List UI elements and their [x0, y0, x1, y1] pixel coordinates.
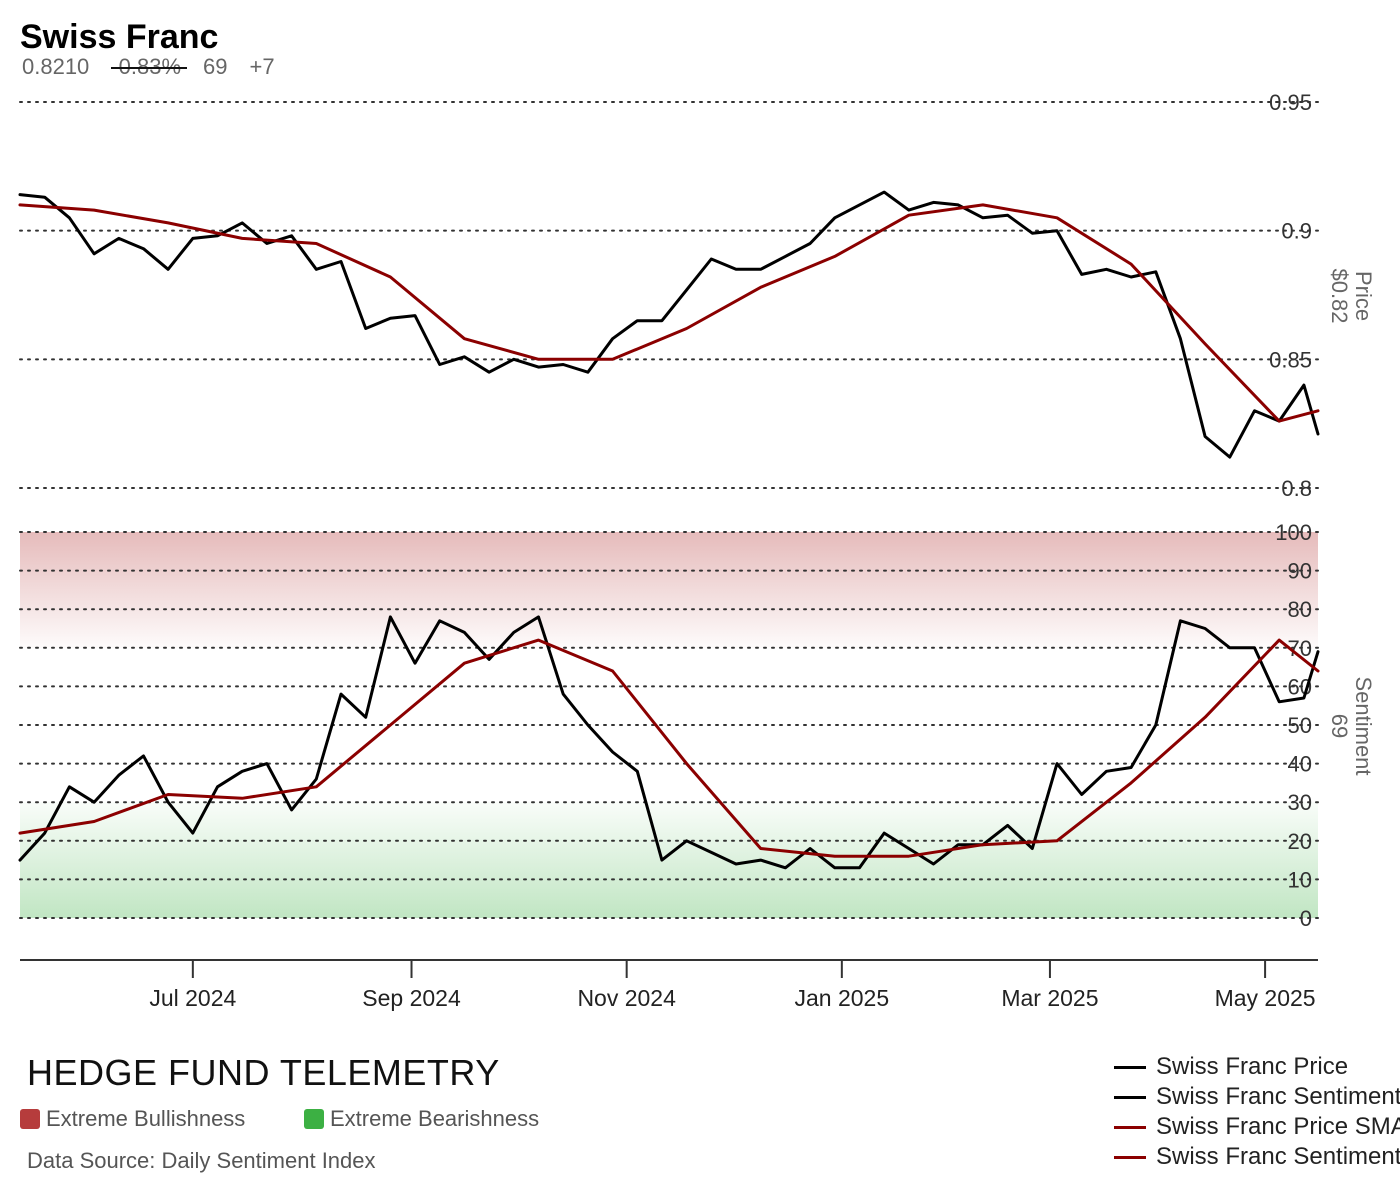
bearish-label: Extreme Bearishness: [330, 1106, 540, 1131]
sentiment-tick-label: 30: [1288, 790, 1312, 815]
x-tick-label: Nov 2024: [577, 985, 676, 1011]
price-axis-value: $0.82: [1327, 268, 1352, 323]
key-bullish: Extreme Bullishness: [20, 1106, 245, 1132]
sentiment-change-readout: +7: [249, 54, 275, 79]
sentiment-tick-label: 10: [1288, 867, 1312, 892]
strike-line: [111, 67, 188, 69]
legend-label: Swiss Franc Sentiment: [1156, 1083, 1400, 1110]
chart-title: Swiss Franc: [20, 18, 219, 56]
change-value: -0.83%: [111, 54, 182, 79]
data-source: Data Source: Daily Sentiment Index: [27, 1148, 376, 1173]
x-tick-label: Sep 2024: [362, 985, 461, 1011]
legend-item: Swiss Franc Price: [1114, 1052, 1400, 1082]
header-stats: 0.8210 -0.83% 69 +7: [22, 54, 275, 80]
price-tick-label: 0.9: [1281, 219, 1312, 244]
sentiment-sma-line: [18, 638, 1320, 858]
brand-name: HEDGE FUND TELEMETRY: [27, 1052, 500, 1093]
sentiment-readout: 69: [203, 54, 228, 79]
legend: Swiss Franc Price Swiss Franc Sentiment Sw…: [1114, 1052, 1400, 1172]
sentiment-axis-value: 69: [1327, 714, 1352, 738]
legend-item: Swiss Franc Sentiment SMA: [1114, 1142, 1400, 1172]
price-axis-title: Price: [1351, 271, 1376, 321]
sentiment-tick-label: 100: [1275, 520, 1312, 545]
bullish-swatch: [20, 1109, 40, 1129]
bullish-label: Extreme Bullishness: [46, 1106, 246, 1131]
legend-label: Swiss Franc Price: [1156, 1053, 1349, 1080]
legend-item: Swiss Franc Sentiment: [1114, 1082, 1400, 1112]
price-sma-line: [18, 203, 1320, 423]
price-readout: 0.8210: [22, 54, 89, 80]
legend-line-swatch: [1114, 1155, 1146, 1159]
x-tick-label: Jan 2025: [795, 985, 890, 1011]
x-tick-label: May 2025: [1215, 985, 1316, 1011]
sentiment-tick-label: 80: [1288, 597, 1312, 622]
change-readout: -0.83%: [111, 54, 188, 80]
sentiment-tick-label: 40: [1288, 752, 1312, 777]
x-tick-label: Jul 2024: [149, 985, 236, 1011]
bearish-swatch: [304, 1109, 324, 1129]
sentiment-line: [18, 615, 1320, 870]
sentiment-tick-label: 90: [1288, 559, 1312, 584]
legend-label: Swiss Franc Sentiment SMA: [1156, 1143, 1400, 1170]
price-tick-label: 0.95: [1269, 90, 1312, 115]
price-line: [18, 190, 1320, 459]
price-tick-label: 0.85: [1269, 347, 1312, 372]
price-tick-label: 0.8: [1281, 476, 1312, 501]
price-value: 0.8210: [22, 54, 90, 79]
sentiment-tick-label: 20: [1288, 829, 1312, 854]
legend-line-swatch: [1114, 1065, 1146, 1069]
legend-line-swatch: [1114, 1125, 1146, 1129]
band-extreme-bearishness: [20, 802, 1318, 918]
sentiment-tick-label: 50: [1288, 713, 1312, 738]
legend-item: Swiss Franc Price SMA: [1114, 1112, 1400, 1142]
key-bearish: Extreme Bearishness: [304, 1106, 539, 1132]
sentiment-axis-title: Sentiment: [1351, 676, 1376, 775]
legend-line-swatch: [1114, 1095, 1146, 1099]
x-tick-label: Mar 2025: [1001, 985, 1098, 1011]
sentiment-tick-label: 0: [1300, 906, 1312, 931]
band-extreme-bullishness: [20, 532, 1318, 648]
legend-label: Swiss Franc Price SMA: [1156, 1113, 1400, 1140]
